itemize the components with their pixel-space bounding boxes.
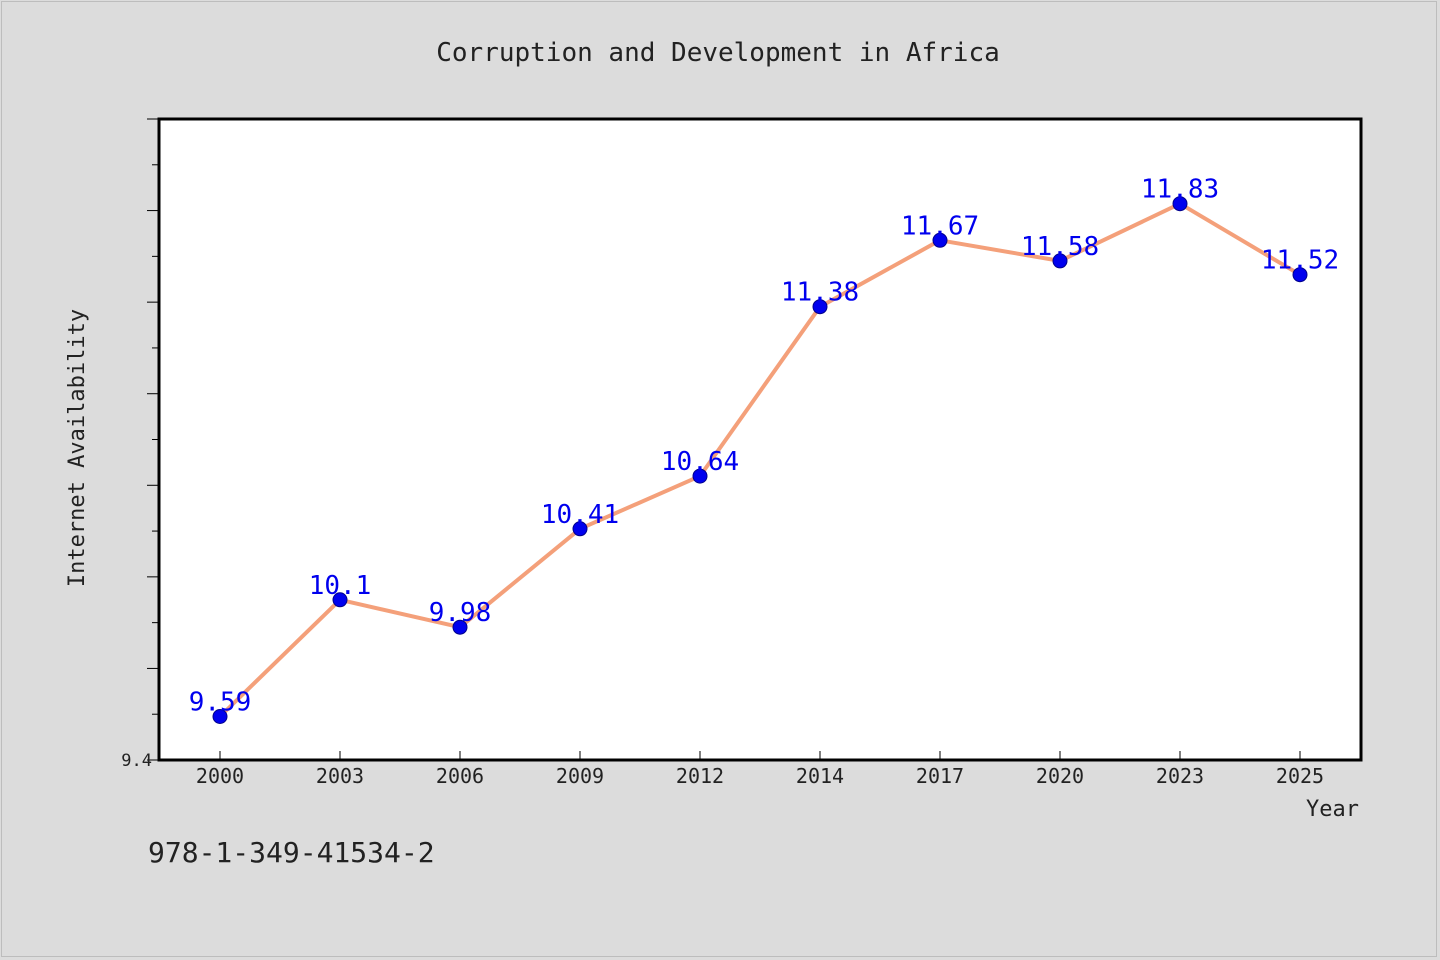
x-tick-label: 2025 [1276,764,1324,788]
data-point [812,299,828,315]
x-axis-label: Year [1306,797,1359,822]
chart-title: Corruption and Development in Africa [436,38,1000,68]
data-labels: 9.59 10.1 9.98 10.41 10.64 11.38 11.67 11.58 11.… [189,175,1339,718]
series-line [218,201,1302,718]
data-label: 11.83 [1141,175,1219,205]
x-tick-label: 2009 [556,764,604,788]
data-label: 11.38 [781,278,859,308]
y-axis-ticks [147,118,159,761]
data-point [212,709,228,724]
x-tick-label: 2017 [916,764,964,788]
x-tick-label: 2012 [676,764,724,788]
isbn-text: 978-1-349-41534-2 [148,836,435,869]
data-label: 9.59 [189,688,252,718]
data-label: 10.64 [661,447,739,477]
data-label: 11.52 [1261,246,1339,276]
x-axis-tick-labels: 2000 2003 2006 2009 2012 2014 2017 2020 2023 2025 [196,764,1324,788]
data-label: 11.67 [901,211,979,241]
data-point [932,232,948,248]
plot-area [157,117,1363,762]
data-label: 9.98 [429,598,492,628]
x-axis-ticks [219,751,1301,760]
y-tick-label: 9.4 [121,751,152,771]
x-tick-label: 2000 [196,764,244,788]
data-label: 11.58 [1021,232,1099,262]
x-tick-label: 2023 [1156,764,1204,788]
y-axis-label: Internet Availability [65,309,90,587]
series-line-layer [218,201,1302,718]
x-tick-label: 2014 [796,764,844,788]
data-point [572,521,588,537]
data-point [332,592,348,608]
x-tick-label: 2006 [436,764,484,788]
data-point [452,619,468,635]
series-markers [212,196,1308,724]
data-point [692,468,708,484]
data-label: 10.41 [541,500,619,530]
x-tick-label: 2020 [1036,764,1084,788]
data-point [1172,196,1188,212]
data-label: 10.1 [309,571,372,601]
x-tick-label: 2003 [316,764,364,788]
data-point [1052,253,1068,269]
data-point [1292,267,1308,283]
